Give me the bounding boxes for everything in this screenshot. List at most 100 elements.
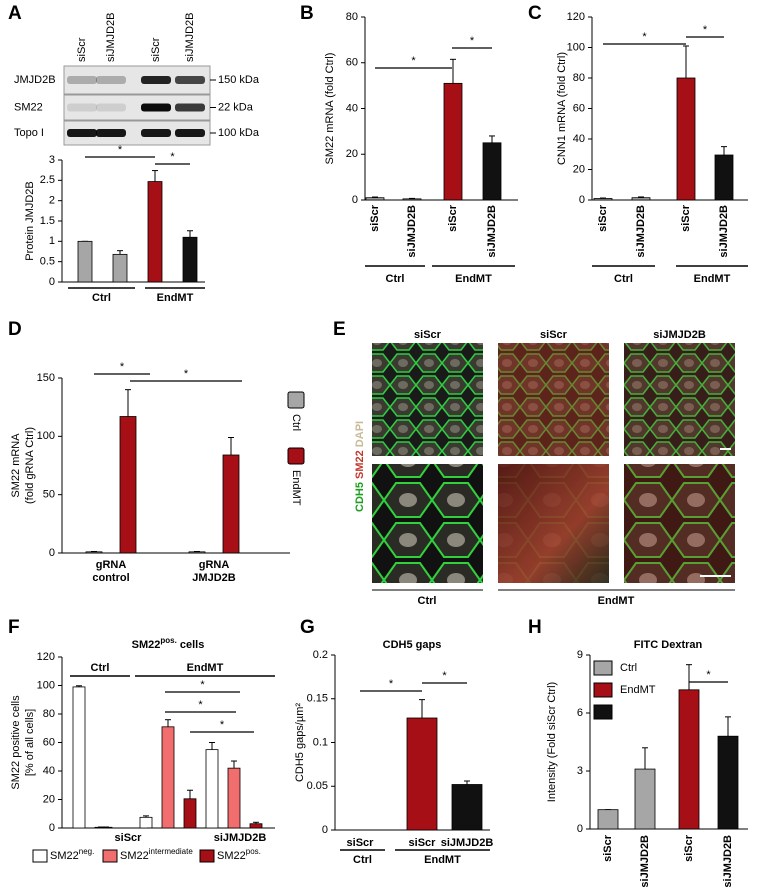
significance-label: * (170, 151, 175, 163)
legend-swatch (287, 391, 305, 409)
y-tick-label: 3 (49, 154, 55, 166)
panel-letter: C (528, 3, 542, 24)
image-column-label: siJMJD2B (653, 329, 706, 341)
bar (714, 154, 734, 201)
micrograph (498, 343, 609, 456)
x-tick-label: siScr (680, 204, 692, 232)
stain-label-part: SM22 (354, 450, 366, 482)
significance-label: * (642, 31, 647, 43)
x-label: siScr (115, 832, 143, 844)
bar (678, 689, 700, 830)
blot-marker: 150 kDa (218, 74, 260, 86)
y-tick-label: 1 (49, 235, 55, 247)
bar (402, 198, 422, 201)
bar (72, 686, 86, 829)
legend-swatch (102, 849, 118, 863)
blot-band (96, 103, 126, 112)
y-tick-label: 1.5 (40, 215, 55, 227)
stain-label: CDH5 SM22 DAPI (354, 421, 366, 512)
bar (406, 717, 438, 831)
y-tick-label: 20 (573, 163, 585, 175)
group-label: Ctrl (353, 854, 372, 866)
x-tick-label: siScr (683, 834, 695, 862)
x-tick-label: siJMJD2B (441, 837, 494, 849)
group-label: EndMT (598, 595, 635, 607)
bar (85, 551, 103, 554)
bar (161, 726, 175, 829)
y-axis-label: (fold gRNA Ctrl) (24, 427, 36, 504)
y-tick-label: 0.2 (313, 649, 328, 661)
x-tick-label: siJMJD2B (722, 835, 734, 887)
bar (205, 749, 219, 829)
y-axis-label: Intensity (Fold siScr Ctrl) (546, 682, 558, 802)
group-label: Ctrl (92, 292, 111, 304)
bar (593, 198, 613, 201)
panel-letter: E (333, 319, 346, 340)
bar (597, 809, 619, 830)
x-tick-label: siScr (447, 204, 459, 232)
y-axis-label: Protein JMJD2B (24, 181, 36, 260)
legend-swatch (593, 704, 613, 720)
x-tick-label: siJMJD2B (718, 205, 730, 258)
legend-swatch (593, 682, 613, 698)
legend-label-part: neg. (79, 847, 95, 856)
legend-label: SM22intermediate (120, 847, 193, 862)
x-tick-label: siScr (409, 837, 437, 849)
significance-label: * (411, 55, 416, 67)
x-tick-label: siScr (597, 204, 609, 232)
bar (482, 142, 502, 201)
y-tick-label: 0 (49, 547, 55, 559)
significance-label: * (198, 699, 203, 711)
bar (676, 77, 696, 201)
blot-row-label: JMJD2B (14, 74, 56, 86)
y-tick-label: 80 (43, 708, 55, 720)
bar (634, 768, 656, 830)
y-tick-label: 0 (322, 824, 328, 836)
legend-label-part: SM22 (120, 850, 149, 862)
group-label: EndMT (455, 273, 492, 285)
blot-band (67, 103, 97, 112)
blot-row-label: Topo I (14, 127, 44, 139)
blot-band (141, 129, 171, 137)
y-tick-label: 0 (49, 822, 55, 834)
bar (443, 82, 463, 201)
x-tick-label: siJMJD2B (486, 205, 498, 258)
y-axis-label: [% of all cells] (24, 709, 36, 776)
panel-letter: H (528, 617, 542, 638)
significance-label: * (470, 35, 475, 47)
significance-label: * (389, 678, 394, 690)
chart-title: SM22pos. cells (132, 636, 205, 651)
x-tick-label: siScr (369, 204, 381, 232)
x-tick-label: siScr (347, 837, 375, 849)
bar (188, 551, 206, 554)
legend-swatch (32, 849, 48, 863)
bar (222, 454, 240, 554)
y-tick-label: 0.5 (40, 256, 55, 268)
y-tick-label: 60 (573, 102, 585, 114)
y-tick-label: 40 (346, 102, 358, 114)
chart-title-part: pos. (160, 636, 176, 645)
legend-swatch (287, 447, 305, 465)
group-label: Ctrl (418, 595, 437, 607)
bar (94, 826, 108, 829)
group-label: EndMT (424, 854, 461, 866)
x-tick-label: siScr (602, 834, 614, 862)
stain-label-part: DAPI (354, 421, 366, 450)
y-tick-label: 0.15 (307, 693, 328, 705)
group-label: EndMT (694, 273, 731, 285)
group-label: Ctrl (91, 662, 110, 674)
legend-swatch (199, 849, 215, 863)
blot-column-label: siScr (150, 37, 162, 62)
blot-marker: 100 kDa (218, 127, 260, 139)
y-tick-label: 0.1 (313, 736, 328, 748)
blot-band (175, 76, 205, 84)
blot-band (96, 76, 126, 84)
y-tick-label: 0 (579, 194, 585, 206)
y-tick-label: 9 (577, 649, 583, 661)
x-tick-label: gRNA (96, 559, 127, 571)
y-tick-label: 60 (346, 57, 358, 69)
legend-label: EndMT (290, 470, 302, 506)
legend-label-part: SM22 (217, 850, 246, 862)
y-tick-label: 0.05 (307, 780, 328, 792)
image-column-label: siScr (414, 329, 442, 341)
